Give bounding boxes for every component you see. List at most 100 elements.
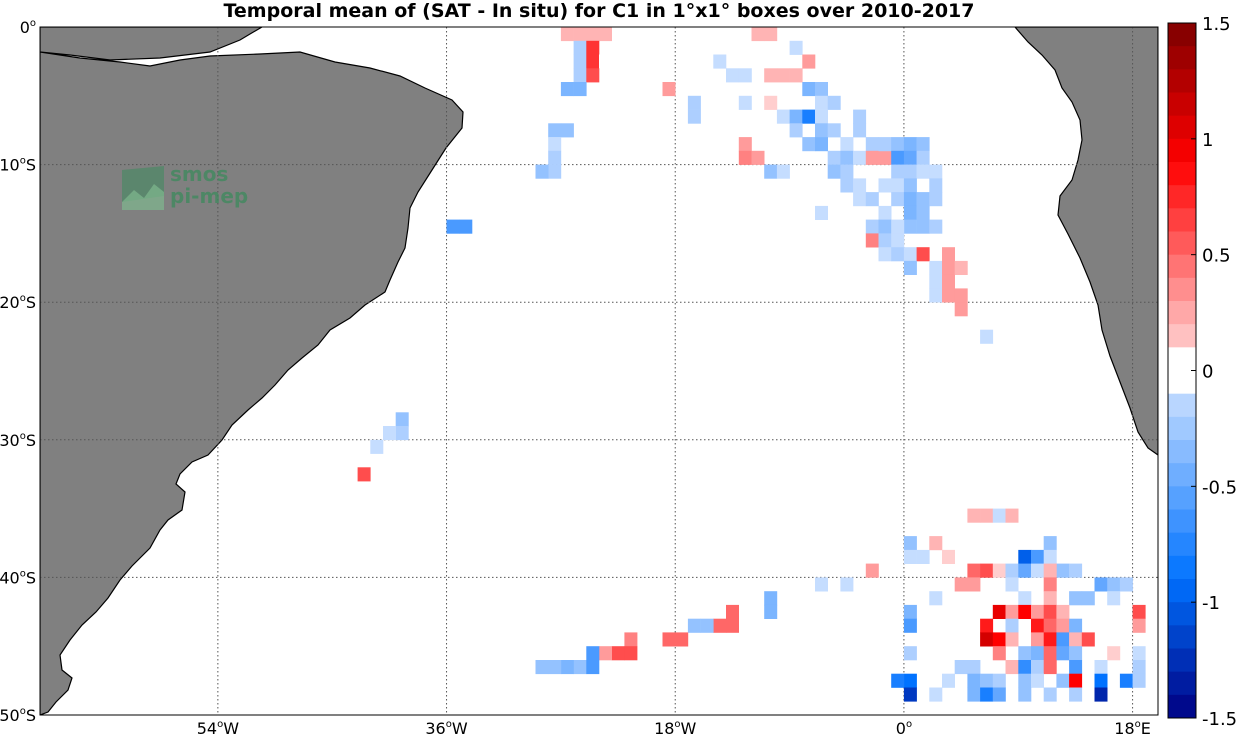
data-cell xyxy=(992,646,1006,661)
graticule xyxy=(40,27,1158,715)
lat-tick-label: 10oS xyxy=(0,156,36,175)
data-cell xyxy=(1132,618,1146,633)
data-cell xyxy=(878,137,892,152)
data-cell xyxy=(992,632,1006,647)
data-cell xyxy=(776,164,790,179)
data-cell xyxy=(383,426,396,441)
data-cell xyxy=(865,233,879,248)
colorbar-step xyxy=(1168,138,1196,163)
data-cell xyxy=(929,178,943,193)
data-cell xyxy=(535,164,549,179)
data-cell xyxy=(764,591,778,606)
data-cell xyxy=(548,123,562,138)
data-cell xyxy=(764,27,778,42)
data-cell xyxy=(1043,591,1057,606)
colorbar-step xyxy=(1168,277,1196,302)
data-cell xyxy=(548,150,562,165)
data-cell xyxy=(726,618,739,633)
data-cell xyxy=(1043,632,1057,647)
data-cell xyxy=(1018,549,1032,564)
colorbar-step xyxy=(1168,463,1196,487)
data-cell xyxy=(624,646,638,661)
data-cell xyxy=(675,632,689,647)
data-cell xyxy=(903,536,917,551)
data-cells xyxy=(357,27,1146,702)
data-cell xyxy=(891,137,905,152)
data-cell xyxy=(573,27,587,42)
data-cell xyxy=(459,219,473,234)
data-cell xyxy=(916,150,930,165)
data-cell xyxy=(1031,618,1044,633)
colorbar-tick-label: -1 xyxy=(1202,593,1220,614)
data-cell xyxy=(815,95,828,110)
data-cell xyxy=(1043,549,1057,564)
data-cell xyxy=(865,150,879,165)
data-cell xyxy=(840,178,854,193)
data-cell xyxy=(929,192,943,207)
data-cell xyxy=(878,178,892,193)
data-cell xyxy=(929,687,943,702)
data-cell xyxy=(1043,563,1057,578)
data-cell xyxy=(560,27,574,42)
data-cell xyxy=(827,150,841,165)
data-cell xyxy=(954,577,968,592)
data-cell xyxy=(954,288,968,303)
colorbar-step xyxy=(1168,440,1196,464)
logo-icon xyxy=(122,166,164,210)
data-cell xyxy=(713,54,727,69)
data-cell xyxy=(903,646,917,661)
smos-pimep-logo: smos pi-mep xyxy=(118,162,248,216)
data-cell xyxy=(916,192,930,207)
data-cell xyxy=(916,247,930,262)
data-cell xyxy=(1132,646,1146,661)
data-cell xyxy=(1043,604,1057,619)
data-cell xyxy=(713,618,727,633)
data-cell xyxy=(942,247,955,262)
data-cell xyxy=(1132,673,1146,688)
data-cell xyxy=(548,164,562,179)
data-cell xyxy=(776,109,790,124)
data-cell xyxy=(1119,673,1133,688)
colorbar-step xyxy=(1168,254,1196,279)
data-cell xyxy=(916,137,930,152)
lat-tick-label: 50oS xyxy=(0,706,36,725)
data-cell xyxy=(1056,604,1070,619)
data-cell xyxy=(1132,604,1146,619)
data-cell xyxy=(878,219,892,234)
colorbar-step xyxy=(1168,46,1196,70)
data-cell xyxy=(903,618,917,633)
data-cell xyxy=(840,164,854,179)
data-cell xyxy=(1069,563,1083,578)
data-cell xyxy=(1043,687,1057,702)
data-cell xyxy=(891,219,905,234)
data-cell xyxy=(1043,577,1057,592)
data-cell xyxy=(891,247,905,262)
data-cell xyxy=(891,192,905,207)
data-cell xyxy=(1018,591,1032,606)
data-cell xyxy=(853,192,867,207)
africa-landmass xyxy=(1014,27,1158,456)
data-cell xyxy=(738,95,752,110)
data-cell xyxy=(929,288,943,303)
data-cell xyxy=(1043,660,1057,675)
data-cell xyxy=(929,164,943,179)
lat-tick-label: 20oS xyxy=(0,293,36,312)
data-cell xyxy=(967,673,981,688)
data-cell xyxy=(573,40,587,55)
data-cell xyxy=(1069,632,1083,647)
data-cell xyxy=(1005,660,1019,675)
data-cell xyxy=(357,467,371,482)
lat-tick-label: 0o xyxy=(20,18,36,37)
data-cell xyxy=(967,577,981,592)
data-cell xyxy=(1069,673,1083,688)
lon-tick-labels: 54oW 36oW 18oW 0o 18oE xyxy=(197,719,1151,738)
data-cell xyxy=(903,164,917,179)
colorbar-step xyxy=(1168,579,1196,603)
lat-tick-label: 40oS xyxy=(0,568,36,587)
data-cell xyxy=(992,687,1006,702)
data-cell xyxy=(548,660,562,675)
data-cell xyxy=(1069,591,1083,606)
data-cell xyxy=(1081,591,1095,606)
data-cell xyxy=(815,82,828,97)
colorbar-step xyxy=(1168,648,1196,673)
